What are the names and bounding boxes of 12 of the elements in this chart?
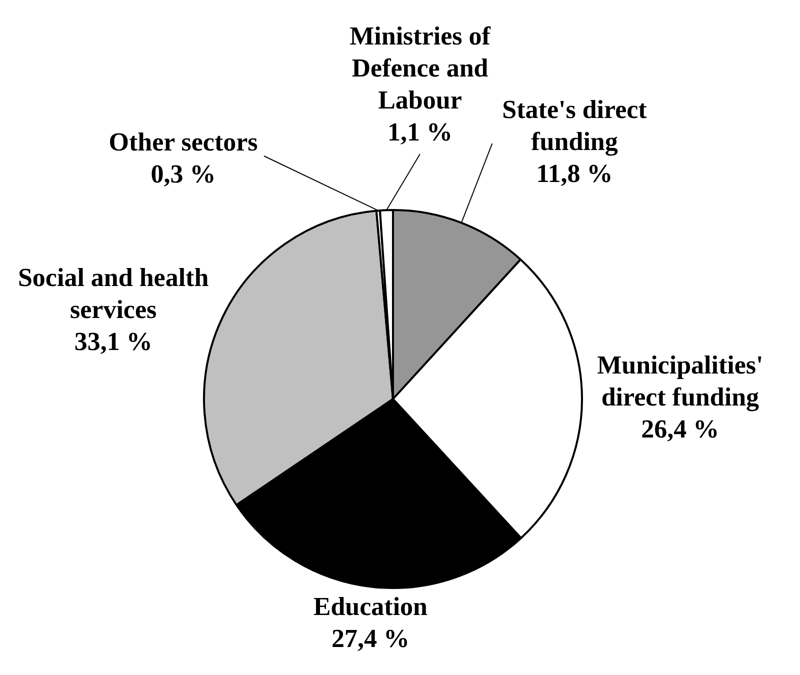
slice-label: Other sectors: [108, 128, 258, 157]
slice-label: Education: [313, 592, 428, 622]
slice-label: State's direct funding: [502, 95, 648, 156]
data-label: 33,1 %: [74, 327, 152, 356]
slice-label: Ministries of Defence and Labour: [350, 22, 491, 115]
data-label: 27,4 %: [331, 624, 410, 654]
slice-label: Municipalities' direct funding: [597, 350, 764, 412]
slice-label: Social and health services: [18, 263, 210, 324]
data-label: 0,3 %: [150, 160, 216, 189]
data-label: 26,4 %: [641, 414, 720, 444]
data-label: 1,1 %: [388, 118, 452, 147]
data-label: 11,8 %: [536, 159, 613, 188]
